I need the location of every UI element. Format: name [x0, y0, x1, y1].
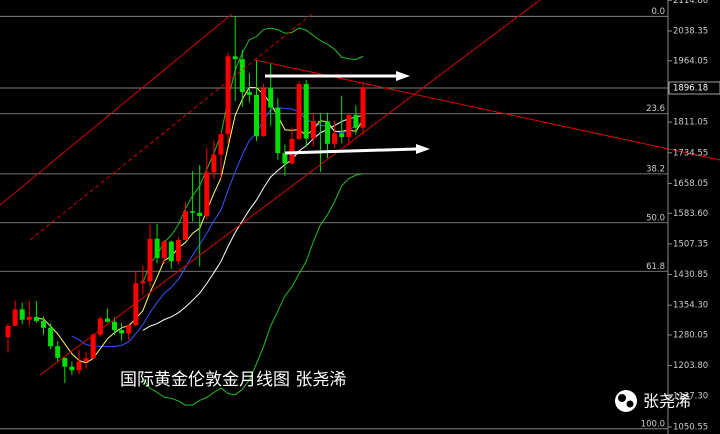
candle-body [246, 92, 252, 95]
y-tick-label: 1658.05 [673, 179, 708, 189]
candle-body [261, 88, 267, 137]
candle-body [19, 309, 25, 320]
last-price-label: 1896.18 [673, 83, 708, 93]
y-tick-label: 1280.05 [673, 330, 708, 340]
fib-label: 50.0 [646, 213, 665, 223]
candle-body [325, 121, 330, 144]
arrow-head [396, 71, 410, 81]
candle-body [275, 107, 281, 154]
annotations [0, 0, 720, 376]
candle-body [168, 241, 174, 262]
y-tick-label: 1583.60 [673, 209, 708, 219]
candle-body [33, 316, 39, 321]
candle-body [346, 114, 352, 137]
arrow-head [416, 144, 430, 154]
candle-body [239, 59, 245, 93]
candle-body [133, 283, 139, 325]
candle-body [5, 325, 11, 337]
candle-body [225, 56, 231, 135]
candle-body [147, 238, 153, 282]
wechat-icon [615, 390, 637, 412]
y-tick-label: 1050.55 [673, 422, 708, 432]
chart-title: 国际黄金伦敦金月线图 张尧浠 [120, 370, 346, 390]
candle-body [204, 172, 210, 216]
candle-body [69, 366, 75, 371]
y-tick-label: 1734.55 [673, 148, 708, 158]
candle-body [296, 84, 302, 139]
candle-body [62, 357, 68, 367]
candle-body [360, 87, 366, 128]
candle-body [119, 330, 125, 334]
fib-label: 38.2 [646, 164, 665, 174]
candle-body [26, 316, 32, 320]
y-tick-label: 1811.05 [673, 118, 708, 128]
candle-body [112, 321, 117, 331]
candle-body [218, 134, 224, 155]
channel-line [29, 13, 313, 241]
candle-body [332, 133, 338, 144]
y-tick-label: 2114.80 [673, 0, 708, 6]
watermark: 张尧浠 [643, 392, 691, 411]
y-tick-label: 1964.05 [673, 56, 708, 66]
fib-label: 0.0 [651, 7, 665, 17]
arrow [284, 147, 417, 155]
candle-body [161, 241, 167, 259]
candle-body [317, 120, 323, 122]
y-tick-label: 1203.80 [673, 361, 708, 371]
fib-label: 23.6 [646, 104, 665, 114]
candle-body [175, 239, 181, 262]
candle-body [339, 133, 345, 137]
fib-label: 100.0 [641, 419, 665, 429]
candle-body [41, 320, 46, 328]
y-tick-label: 1507.35 [673, 239, 708, 249]
candle-body [83, 358, 89, 362]
candle-body [211, 154, 217, 173]
bollinger-lower [142, 173, 364, 406]
candle-body [104, 318, 110, 322]
channel-line [39, 0, 541, 376]
candle-body [310, 120, 316, 139]
candle-body [197, 212, 203, 216]
candle-body [268, 88, 274, 108]
candle-body [140, 281, 146, 284]
candle-body [183, 211, 188, 240]
candle-body [154, 238, 160, 259]
candle-body [48, 327, 54, 347]
y-tick-label: 2038.35 [673, 27, 708, 37]
candle-body [232, 56, 238, 60]
candle-body [76, 361, 82, 371]
y-tick-label: 1354.30 [673, 301, 708, 311]
plot-area [0, 15, 668, 430]
wechat-icon [626, 400, 634, 408]
candle-body [289, 138, 295, 164]
y-tick-label: 1127.30 [673, 392, 708, 402]
candle-body [12, 309, 18, 326]
candle-body [55, 346, 61, 358]
y-tick-label: 1430.85 [673, 270, 708, 280]
candle-body [353, 114, 359, 128]
candle-body [282, 153, 288, 164]
channel-line [0, 13, 233, 206]
bollinger-upper [142, 27, 364, 283]
candle-body [126, 324, 132, 334]
last-price-box [668, 81, 720, 95]
candle-body [254, 94, 259, 137]
candle-body [303, 84, 309, 139]
wechat-icon [618, 394, 626, 402]
candle-body [97, 318, 103, 335]
candle-body [90, 334, 96, 359]
candle-body [190, 211, 196, 213]
fib-label: 61.8 [646, 262, 665, 272]
